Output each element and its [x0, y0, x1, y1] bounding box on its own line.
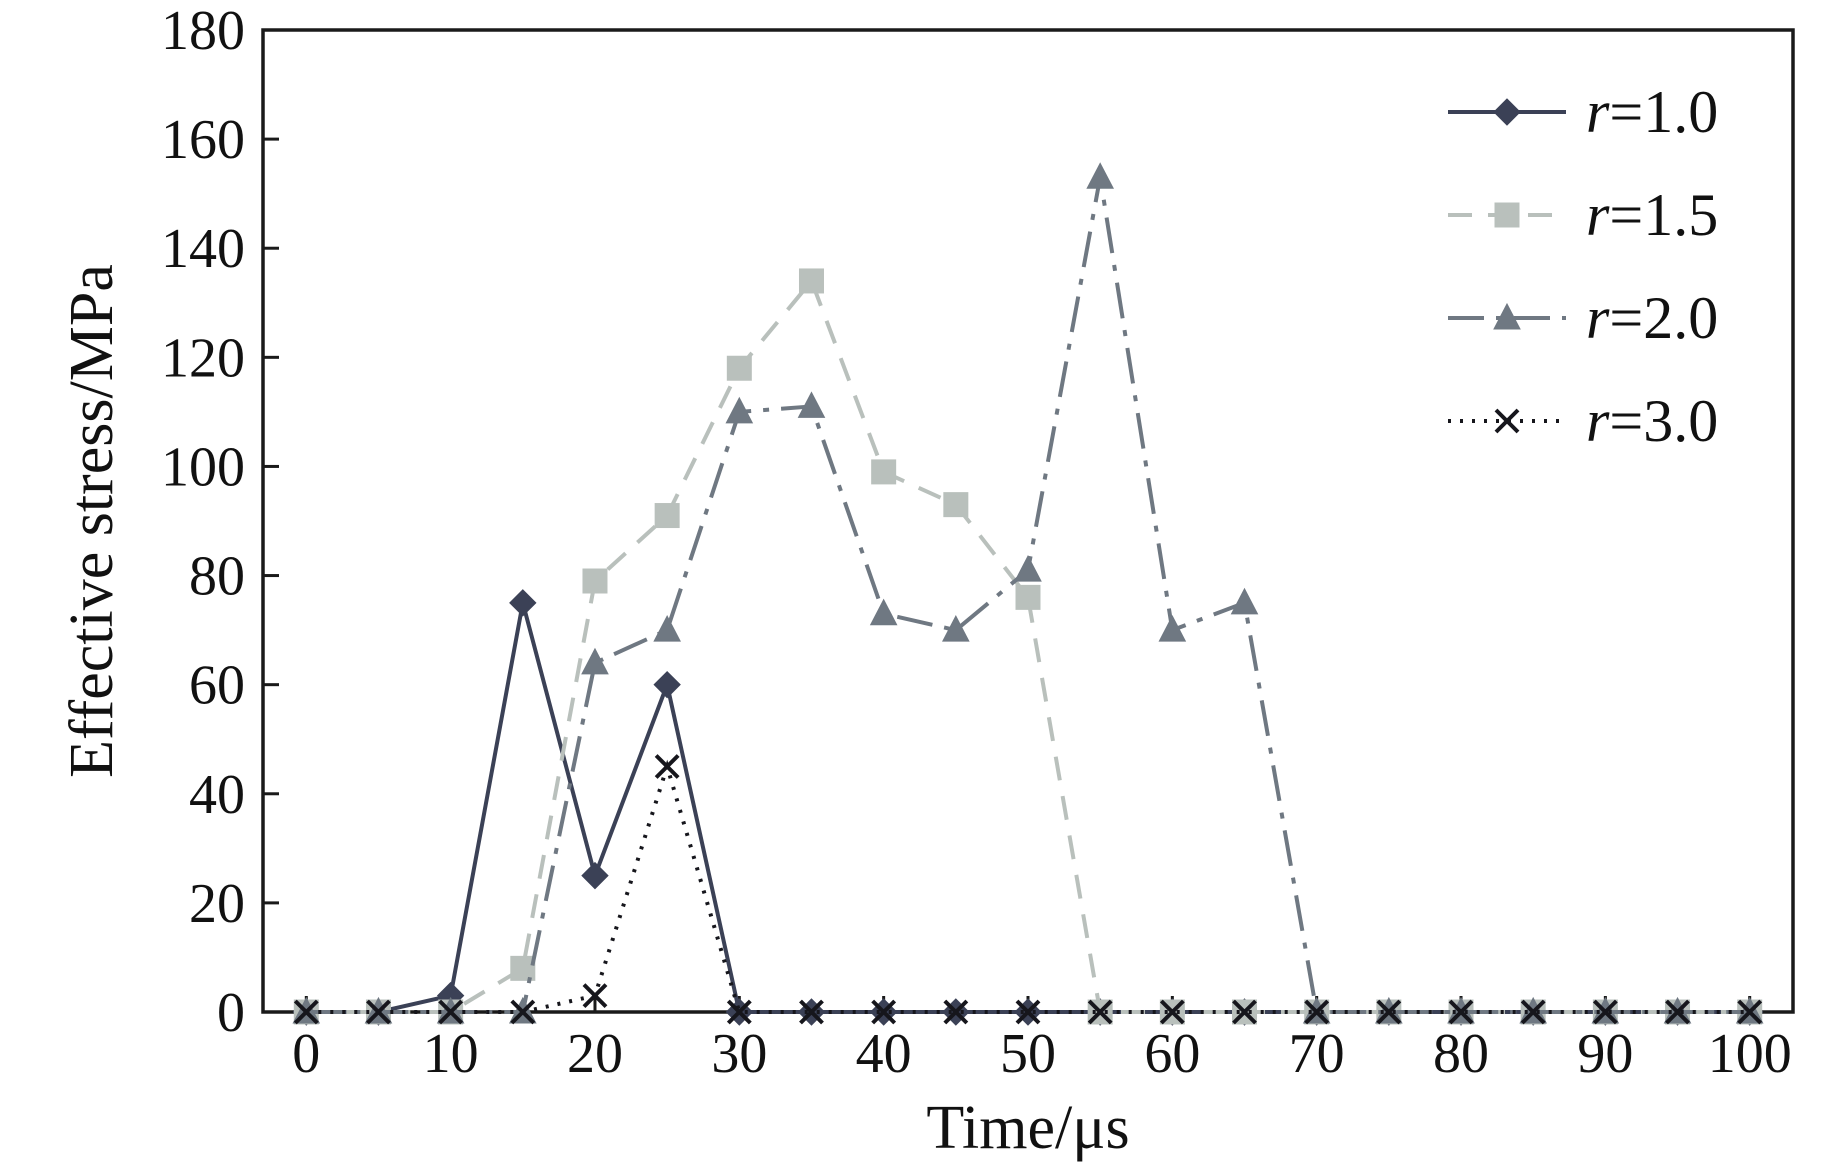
x-tick-label: 30: [711, 1023, 767, 1085]
plot-border: [261, 28, 1795, 1014]
x-marker: [1520, 999, 1546, 1025]
y-tick-label: 0: [217, 982, 245, 1044]
x-tick-label: 50: [1000, 1023, 1056, 1085]
triangle-marker: [1158, 615, 1187, 642]
legend-item-2: r=2.0: [1448, 285, 1718, 351]
series-3: [293, 754, 1763, 1025]
triangle-marker: [942, 615, 970, 642]
triangle-marker: [797, 391, 826, 418]
square-marker: [510, 955, 536, 981]
x-marker: [293, 999, 319, 1025]
x-tick-label: 60: [1144, 1023, 1200, 1085]
triangle-marker: [653, 615, 681, 642]
triangle-marker: [1493, 302, 1521, 330]
x-tick-label: 70: [1289, 1023, 1345, 1085]
square-marker: [798, 268, 824, 294]
y-tick-label: 120: [161, 327, 245, 389]
y-tick-label: 60: [189, 655, 245, 717]
square-marker: [943, 492, 969, 518]
triangle-marker: [869, 598, 898, 626]
x-marker: [1448, 999, 1474, 1025]
x-marker: [1232, 999, 1257, 1025]
x-marker: [582, 983, 608, 1009]
series-line: [306, 277, 1750, 1014]
chart-legend: r=1.0 r=1.5 r=2.0 r=3.0: [1448, 79, 1718, 454]
square-marker: [871, 459, 897, 485]
x-tick-label: 90: [1577, 1023, 1633, 1085]
legend-item-1: r=1.5: [1448, 182, 1718, 248]
x-tick-label: 0: [292, 1023, 320, 1085]
x-marker: [726, 999, 752, 1025]
x-marker: [1304, 999, 1330, 1025]
x-tick-label: 10: [423, 1023, 479, 1085]
x-marker: [799, 999, 824, 1025]
x-marker: [1592, 999, 1618, 1025]
x-marker: [438, 999, 464, 1025]
triangle-marker: [1014, 555, 1042, 582]
legend-label: r=1.0: [1586, 79, 1718, 145]
x-tick-label: 20: [567, 1023, 623, 1085]
y-tick-label: 20: [189, 873, 245, 935]
triangle-marker: [725, 396, 754, 424]
x-axis-title: Time/μs: [926, 1094, 1129, 1162]
y-tick-label: 80: [189, 546, 245, 608]
x-marker: [654, 754, 680, 779]
series-line: [306, 759, 1750, 1014]
square-marker: [654, 503, 680, 529]
x-marker: [1376, 999, 1402, 1025]
x-marker: [366, 999, 391, 1025]
x-marker: [1737, 999, 1763, 1025]
y-axis-title: Effective stress/MPa: [58, 264, 126, 778]
legend-label: r=1.5: [1586, 182, 1718, 248]
x-marker: [510, 999, 536, 1025]
x-marker: [1159, 999, 1185, 1025]
x-marker: [1015, 999, 1041, 1025]
diamond-marker: [1493, 98, 1521, 126]
legend-label: r=3.0: [1586, 388, 1718, 454]
series-line: [306, 602, 1750, 1014]
y-tick-label: 180: [161, 0, 245, 62]
x-marker: [943, 999, 969, 1025]
square-marker: [1494, 202, 1520, 228]
x-marker: [871, 999, 897, 1025]
diamond-marker: [581, 861, 609, 890]
y-tick-label: 100: [161, 436, 245, 498]
x-tick-label: 100: [1708, 1023, 1792, 1085]
chart-plot-area: 0 10 20 30 40 50 60 70 80 90 100 0 20 40 60 80 100 120 140…: [161, 0, 1795, 1085]
diamond-marker: [509, 589, 537, 617]
square-marker: [726, 355, 752, 381]
legend-item-0: r=1.0: [1448, 79, 1718, 145]
legend-item-3: r=3.0: [1448, 388, 1718, 454]
y-tick-label: 40: [189, 764, 245, 826]
x-tick-label: 40: [856, 1023, 912, 1085]
x-marker: [1494, 408, 1520, 434]
triangle-marker: [581, 647, 609, 675]
legend-label: r=2.0: [1586, 285, 1718, 351]
square-marker: [582, 568, 608, 594]
diamond-marker: [653, 670, 681, 699]
triangle-marker: [1230, 587, 1259, 615]
square-marker: [1015, 584, 1041, 610]
x-marker: [1665, 999, 1690, 1025]
triangle-marker: [1086, 162, 1114, 189]
y-tick-label: 160: [161, 109, 245, 171]
x-tick-label: 80: [1433, 1023, 1489, 1085]
y-tick-label: 140: [161, 218, 245, 280]
x-marker: [1087, 999, 1113, 1025]
